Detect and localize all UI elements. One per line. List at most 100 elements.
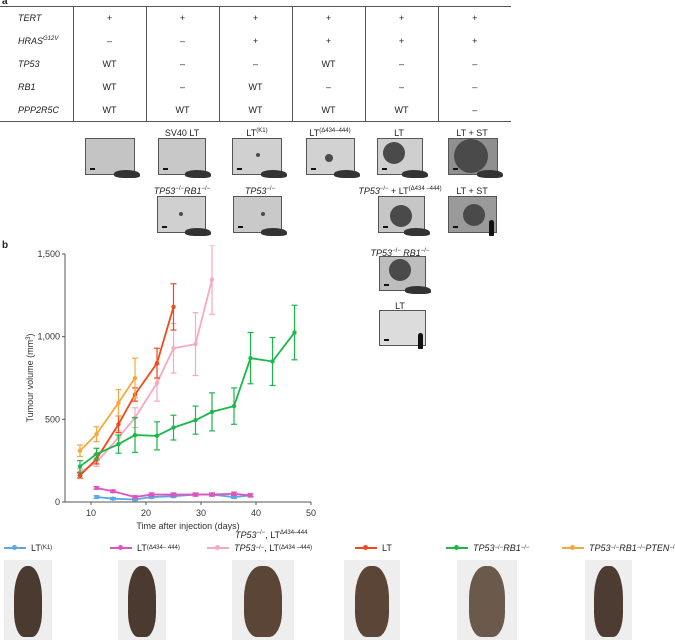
data-point-ltk1 xyxy=(94,494,99,500)
mouse-icon xyxy=(261,170,287,178)
data-point-tp53ltd xyxy=(171,346,176,351)
data-point-ltd xyxy=(110,489,116,494)
colony-micrograph xyxy=(157,196,211,236)
mouse-photo-tp53-rb1-pten xyxy=(585,560,632,640)
data-point-tp53rb1 xyxy=(132,432,138,438)
data-point-tp53ltd xyxy=(209,277,215,282)
genotype-cell: – xyxy=(72,29,147,53)
y-tick-label: 1,500 xyxy=(37,249,60,259)
genotype-cell: + xyxy=(364,6,439,30)
scale-bar xyxy=(238,226,243,228)
data-point-tp53rb1 xyxy=(231,403,237,409)
micrograph-label: TP53−/− xyxy=(244,186,276,196)
data-point-lt xyxy=(171,304,176,310)
data-point-ltd xyxy=(149,492,154,497)
micrograph-label: LT(K1) xyxy=(246,128,268,138)
gene-label: RB1 xyxy=(0,75,74,99)
data-point-lt xyxy=(116,422,121,427)
x-tick-label: 50 xyxy=(306,508,316,518)
human-icon xyxy=(418,333,423,349)
data-point-tp53rb1 xyxy=(209,409,215,415)
colony-micrograph xyxy=(233,196,287,236)
micrograph-label: TP53−/−RB1−/− xyxy=(153,186,211,196)
y-tick-label: 1,000 xyxy=(37,332,60,342)
colony xyxy=(325,154,333,162)
gene-label: PPP2R5C xyxy=(0,98,74,122)
scale-bar xyxy=(383,226,388,228)
scale-bar xyxy=(237,168,242,170)
colony-micrograph xyxy=(232,138,287,178)
genotype-cell: – xyxy=(145,29,220,53)
legend-item-ltd: LT (Δ434– 444) xyxy=(110,543,180,553)
genotype-cell: – xyxy=(437,98,511,122)
data-point-tp53rb1pten xyxy=(132,375,138,381)
genotype-cell: + xyxy=(291,29,366,53)
data-point-tp53rb1pten xyxy=(77,448,83,453)
mouse-icon xyxy=(185,228,211,236)
mouse-icon xyxy=(477,170,503,178)
tumour-growth-chart: 0 500 1,000 1,500 10 20 30 40 50 Time after injec… xyxy=(25,245,316,531)
genotype-cell: – xyxy=(364,75,439,99)
x-tick-label: 10 xyxy=(86,508,96,518)
mouse-photo-ltk1 xyxy=(4,560,52,640)
legend-item-tp53-ltd: TP53 −/−, LT (Δ434 –444) xyxy=(207,543,312,553)
colony xyxy=(454,139,488,173)
table-row: PPP2R5C WT WT WT WT WT – xyxy=(0,98,511,122)
colony-micrograph xyxy=(85,138,140,178)
genotype-cell: WT xyxy=(291,52,366,76)
genotype-cell: + xyxy=(437,6,511,30)
genotype-cell: WT xyxy=(218,98,293,122)
data-point-tp53rb1 xyxy=(116,441,121,447)
series-line-tp53rb1pten xyxy=(79,377,136,452)
data-point-ltd xyxy=(171,492,176,497)
micrograph-label: LT + ST xyxy=(456,186,488,196)
colony-micrograph xyxy=(448,196,497,236)
scale-bar xyxy=(453,168,458,170)
data-point-tp53rb1pten xyxy=(94,432,99,437)
data-point-tp53rb1 xyxy=(77,464,83,469)
colony xyxy=(179,212,183,216)
colony xyxy=(261,212,265,216)
data-point-ltk1 xyxy=(110,496,116,501)
scale-bar xyxy=(384,339,389,341)
scale-bar xyxy=(163,168,168,170)
colony xyxy=(383,142,405,164)
mouse-icon xyxy=(261,228,287,236)
micrograph-label: TP53−/− RB1−/− xyxy=(370,248,430,258)
series-line-tp53rb1 xyxy=(79,331,296,468)
scale-bar xyxy=(90,168,95,170)
mouse-icon xyxy=(402,170,428,178)
genotype-cell: – xyxy=(145,75,220,99)
genotype-cell: + xyxy=(437,29,511,53)
genotype-cell: WT xyxy=(72,52,147,76)
genotype-cell: WT xyxy=(72,98,147,122)
scale-bar xyxy=(162,226,167,228)
x-tick-label: 20 xyxy=(141,508,151,518)
data-point-tp53rb1 xyxy=(171,425,176,430)
genotype-cell: – xyxy=(291,75,366,99)
colony-micrograph xyxy=(379,256,431,294)
data-point-tp53rb1 xyxy=(292,330,297,335)
genotype-cell: – xyxy=(218,52,293,76)
mouse-photo-tp53-ltd xyxy=(232,560,294,640)
legend-item-ltk1: LT (K1) xyxy=(4,543,52,553)
legend-item-tp53-rb1-pten: TP53−/− RB1−/− PTEN−/− xyxy=(562,543,675,553)
micrograph-label: LT(Δ434–444) xyxy=(309,128,351,138)
data-point-ltd xyxy=(94,485,99,491)
colony-micrograph xyxy=(306,138,360,178)
mouse-icon xyxy=(114,170,140,178)
data-point-ltd xyxy=(132,494,138,500)
table-row: TP53 WT – – WT – – xyxy=(0,52,511,76)
colony-micrograph xyxy=(448,138,503,178)
table-row: TERT + + + + + + xyxy=(0,6,511,30)
genotype-cell: + xyxy=(218,29,293,53)
data-point-tp53rb1 xyxy=(193,417,198,423)
x-axis-label: Time after injection (days) xyxy=(136,521,239,531)
data-point-lt xyxy=(77,473,83,478)
genotype-cell: WT xyxy=(218,75,293,99)
genotype-cell: – xyxy=(364,52,439,76)
series-line-tp53ltd xyxy=(79,279,213,474)
mouse-icon xyxy=(405,286,431,294)
legend-item-tp53-rb1: TP53 −/− RB1 −/− xyxy=(446,543,529,553)
y-tick-label: 0 xyxy=(55,497,60,507)
